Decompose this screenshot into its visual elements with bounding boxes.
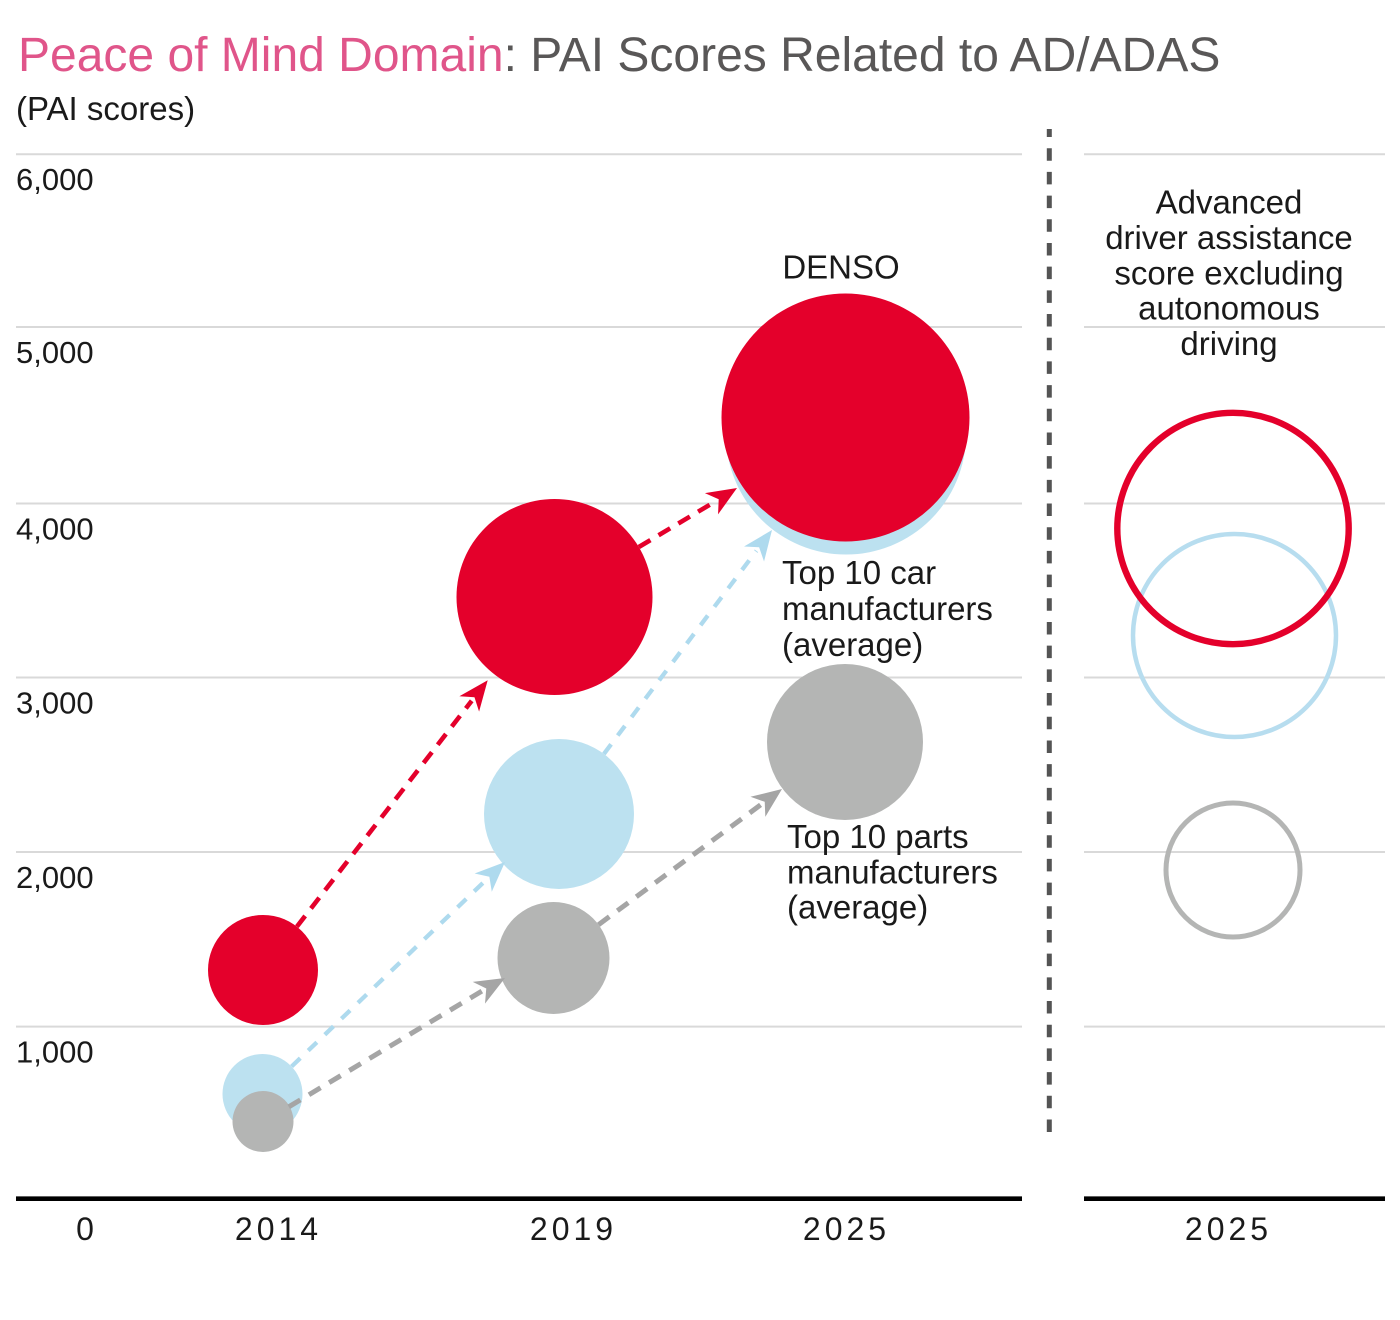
svg-text:(average): (average) <box>782 626 923 663</box>
svg-text:2019: 2019 <box>530 1211 617 1247</box>
svg-text:0: 0 <box>76 1211 94 1247</box>
svg-text:Top 10 car: Top 10 car <box>782 554 936 591</box>
svg-text:manufacturers: manufacturers <box>782 590 993 627</box>
svg-text:2025: 2025 <box>803 1211 890 1247</box>
svg-text:score excluding: score excluding <box>1114 254 1343 291</box>
svg-text:Advanced: Advanced <box>1156 183 1303 220</box>
svg-text:5,000: 5,000 <box>16 335 94 370</box>
svg-text:2,000: 2,000 <box>16 860 94 895</box>
svg-text:4,000: 4,000 <box>16 512 94 547</box>
svg-text:manufacturers: manufacturers <box>787 853 998 890</box>
svg-text:2025: 2025 <box>1185 1211 1272 1247</box>
svg-text:1,000: 1,000 <box>16 1035 94 1070</box>
svg-text:DENSO: DENSO <box>782 249 899 286</box>
svg-text:6,000: 6,000 <box>16 162 94 197</box>
svg-text:driver assistance: driver assistance <box>1105 219 1353 256</box>
svg-text:autonomous: autonomous <box>1138 290 1320 327</box>
svg-text:(PAI scores): (PAI scores) <box>16 90 195 127</box>
svg-text:(average): (average) <box>787 889 928 926</box>
svg-text:driving: driving <box>1180 325 1277 362</box>
svg-text:3,000: 3,000 <box>16 686 94 721</box>
svg-text:Top 10 parts: Top 10 parts <box>787 818 969 855</box>
svg-text:2014: 2014 <box>235 1211 322 1247</box>
svg-text:Peace of Mind Domain: PAI Scor: Peace of Mind Domain: PAI Scores Related… <box>18 29 1220 82</box>
